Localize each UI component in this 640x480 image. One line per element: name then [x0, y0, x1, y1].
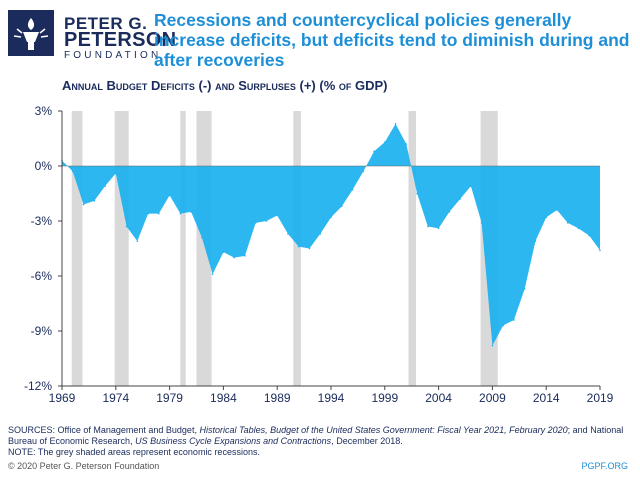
- data-point-2008: [480, 222, 483, 224]
- data-point-2005: [448, 211, 451, 213]
- logo-line-3: FOUNDATION: [64, 50, 162, 61]
- sources-text: SOURCES: Office of Management and Budget…: [8, 425, 628, 447]
- y-tick-label: 0%: [35, 159, 53, 173]
- data-point-2010: [502, 324, 504, 327]
- data-point-1983: [211, 273, 214, 275]
- x-tick-label: 2014: [533, 391, 560, 405]
- sources-part-1: Office of Management and Budget,: [57, 425, 200, 435]
- data-point-1971: [82, 203, 85, 206]
- site-link[interactable]: PGPF.ORG: [581, 461, 628, 471]
- data-point-1995: [340, 205, 343, 208]
- data-point-2015: [556, 209, 558, 211]
- chart-subtitle: Annual Budget Deficits (-) and Surpluses…: [62, 78, 388, 93]
- data-point-2014: [545, 216, 547, 219]
- recession-band-2: [180, 111, 186, 386]
- logo-line-2: PETERSON: [64, 29, 177, 51]
- data-point-1979: [168, 194, 171, 197]
- footer-notes: SOURCES: Office of Management and Budget…: [8, 425, 628, 458]
- data-point-2011: [513, 319, 515, 321]
- data-point-1997: [362, 170, 365, 173]
- data-point-2007: [470, 185, 472, 187]
- x-tick-label: 1969: [49, 391, 76, 405]
- recession-bands: [71, 111, 498, 386]
- torch-logo-icon: [8, 10, 54, 56]
- y-tick-label: 3%: [35, 104, 53, 118]
- data-point-1985: [233, 256, 235, 259]
- data-point-1999: [384, 141, 386, 143]
- data-point-2001: [405, 143, 408, 145]
- x-tick-label: 1989: [264, 391, 291, 405]
- data-point-1975: [125, 225, 128, 228]
- data-point-1990: [287, 233, 289, 235]
- y-tick-label: -6%: [31, 269, 53, 283]
- tick-labels: 3% 0% -3% -6% -9% -12%1969 1974 1979 1984 1989 199…: [24, 104, 614, 405]
- data-point-1982: [201, 236, 203, 239]
- data-point-2016: [566, 222, 569, 224]
- x-tick-label: 1984: [210, 391, 237, 405]
- y-tick-label: -12%: [24, 379, 52, 393]
- data-point-1981: [190, 211, 192, 213]
- data-point-1973: [104, 185, 106, 187]
- x-tick-label: 1999: [371, 391, 398, 405]
- data-point-1980: [179, 212, 182, 215]
- data-point-1976: [136, 240, 139, 242]
- data-point-1987: [254, 222, 257, 224]
- axes: [58, 110, 601, 390]
- x-tick-label: 1994: [318, 391, 345, 405]
- recession-band-4: [293, 111, 301, 386]
- recession-band-0: [71, 111, 83, 386]
- data-point-1989: [276, 214, 279, 217]
- data-point-2003: [427, 225, 429, 228]
- data-point-1977: [147, 212, 149, 215]
- x-tick-label: 2004: [425, 391, 452, 405]
- deficit-area-series: [61, 123, 601, 347]
- data-point-1996: [351, 189, 354, 191]
- data-point-1993: [319, 233, 322, 235]
- sources-title-2: US Business Cycle Expansions and Contrac…: [135, 436, 332, 446]
- foundation-logo: PETER G. PETERSON FOUNDATION: [8, 10, 176, 61]
- y-tick-label: -3%: [31, 214, 53, 228]
- x-tick-label: 1974: [102, 391, 129, 405]
- data-point-2002: [416, 192, 418, 195]
- data-point-2009: [491, 344, 494, 347]
- sources-part-2: ; and National Bureau of Economic Resear…: [8, 425, 624, 446]
- data-point-2013: [534, 240, 537, 242]
- data-point-2006: [459, 198, 461, 200]
- x-tick-label: 2009: [479, 391, 506, 405]
- data-point-1988: [265, 220, 268, 222]
- data-point-1984: [222, 251, 225, 253]
- data-point-1986: [244, 255, 246, 257]
- data-point-1991: [297, 245, 300, 248]
- data-point-1972: [93, 200, 96, 202]
- sources-label: SOURCES:: [8, 425, 58, 435]
- recession-band-1: [114, 111, 129, 386]
- data-point-1978: [158, 212, 160, 215]
- data-point-2019: [599, 249, 601, 252]
- data-point-1994: [330, 216, 332, 219]
- data-point-1998: [373, 150, 375, 153]
- copyright: © 2020 Peter G. Peterson Foundation: [8, 461, 160, 471]
- x-tick-label: 1979: [156, 391, 183, 405]
- data-point-2004: [437, 227, 440, 230]
- data-point-2018: [588, 234, 591, 237]
- deficit-area-chart: 3% 0% -3% -6% -9% -12%1969 1974 1979 1984 1989 199…: [24, 104, 614, 405]
- data-point-2000: [394, 123, 397, 125]
- deficit-area: [62, 123, 600, 346]
- sources-title-1: Historical Tables, Budget of the United …: [199, 425, 568, 435]
- data-point-2012: [523, 288, 526, 290]
- data-point-2017: [577, 227, 580, 230]
- note-text: NOTE: The grey shaded areas represent ec…: [8, 447, 260, 457]
- headline: Recessions and countercyclical policies …: [154, 10, 630, 70]
- data-point-1992: [308, 247, 311, 250]
- recession-band-5: [408, 111, 417, 386]
- x-tick-label: 2019: [587, 391, 614, 405]
- data-point-1970: [71, 170, 74, 173]
- logo-line-1: PETER G.: [64, 14, 148, 33]
- data-point-1974: [115, 172, 117, 175]
- y-tick-label: -9%: [31, 324, 53, 338]
- sources-part-3: , December 2018.: [331, 436, 403, 446]
